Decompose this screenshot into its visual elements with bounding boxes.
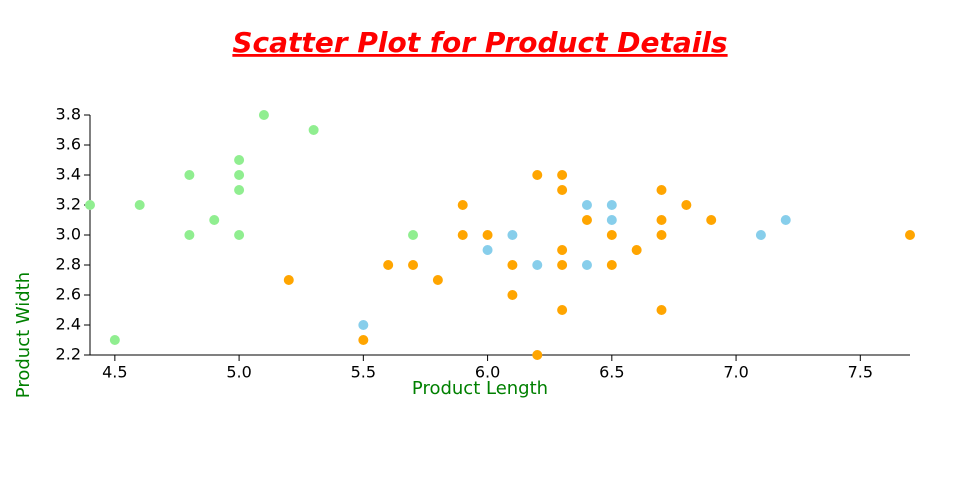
point — [308, 125, 319, 135]
point — [532, 260, 543, 270]
point — [681, 200, 692, 210]
point — [482, 230, 493, 240]
y-tick-label: 3.4 — [56, 165, 81, 184]
y-tick-label: 3.0 — [56, 225, 81, 244]
point — [383, 260, 394, 270]
point — [457, 230, 468, 240]
point — [358, 335, 369, 345]
point — [358, 320, 369, 330]
point — [507, 260, 518, 270]
point — [234, 155, 245, 165]
point — [109, 335, 120, 345]
point — [234, 185, 245, 195]
x-axis-label: Product Length — [412, 378, 548, 399]
y-tick-label: 2.6 — [56, 285, 81, 304]
point — [606, 215, 617, 225]
point — [581, 200, 592, 210]
point — [408, 260, 419, 270]
x-tick-label: 6.5 — [599, 363, 624, 382]
point — [209, 215, 220, 225]
x-tick-label: 5.0 — [226, 363, 251, 382]
point — [656, 230, 667, 240]
x-tick-label: 7.5 — [848, 363, 873, 382]
y-tick-label: 3.6 — [56, 135, 81, 154]
point — [557, 185, 568, 195]
point — [85, 200, 95, 210]
y-tick-label: 3.8 — [56, 105, 81, 124]
point — [557, 305, 568, 315]
point — [234, 170, 245, 180]
point — [184, 230, 195, 240]
point — [557, 245, 568, 255]
point — [557, 170, 568, 180]
point — [905, 230, 915, 240]
y-tick-label: 2.4 — [56, 315, 81, 334]
point — [706, 215, 717, 225]
x-tick-label: 7.0 — [723, 363, 748, 382]
chart-title: Scatter Plot for Product Details — [232, 26, 727, 59]
point — [606, 230, 617, 240]
point — [532, 170, 543, 180]
x-tick-label: 6.0 — [475, 363, 500, 382]
point — [656, 185, 667, 195]
point — [408, 230, 419, 240]
point — [656, 305, 667, 315]
point — [631, 245, 642, 255]
y-tick-label: 3.2 — [56, 195, 81, 214]
point — [507, 230, 518, 240]
y-tick-label: 2.8 — [56, 255, 81, 274]
point — [457, 200, 468, 210]
x-tick-label: 5.5 — [351, 363, 376, 382]
point — [482, 245, 493, 255]
point — [581, 215, 592, 225]
point — [606, 260, 617, 270]
point — [283, 275, 294, 285]
point — [184, 170, 195, 180]
point — [557, 260, 568, 270]
point — [780, 215, 791, 225]
point — [581, 260, 592, 270]
y-axis-label: Product Width — [13, 272, 34, 398]
point — [134, 200, 145, 210]
point — [432, 275, 443, 285]
point — [656, 215, 667, 225]
point — [507, 290, 518, 300]
point — [755, 230, 766, 240]
point — [606, 200, 617, 210]
point — [532, 350, 543, 360]
point — [234, 230, 245, 240]
y-tick-label: 2.2 — [56, 345, 81, 364]
point — [258, 110, 269, 120]
x-tick-label: 4.5 — [102, 363, 127, 382]
